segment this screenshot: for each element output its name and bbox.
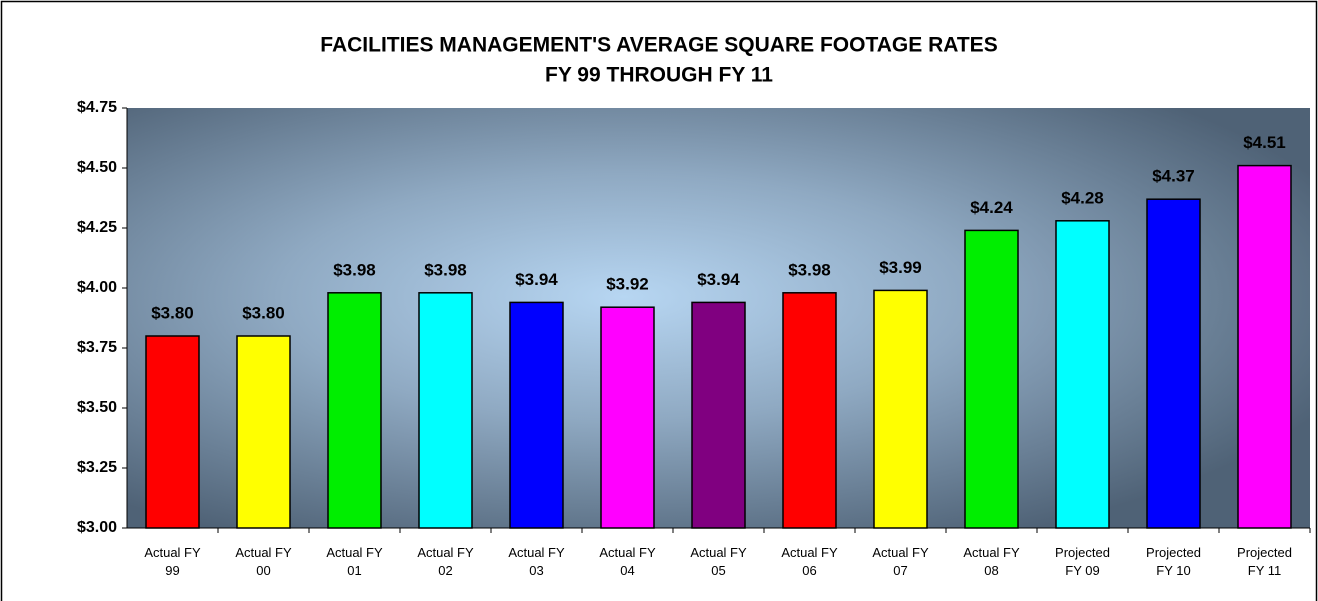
- bar: [964, 229, 1019, 529]
- y-tick-label: $3.00: [77, 519, 117, 536]
- x-tick-label: Projected FY 11: [1237, 545, 1292, 578]
- bar: [1055, 220, 1110, 529]
- x-tick-label: Actual FY 07: [872, 545, 929, 578]
- bar: [236, 335, 291, 529]
- value-label: $3.92: [606, 275, 649, 294]
- value-label: $3.80: [151, 303, 194, 322]
- x-tick-label: Actual FY 04: [599, 545, 656, 578]
- value-label: $3.98: [424, 260, 467, 279]
- bar: [418, 292, 473, 529]
- y-tick-label: $4.25: [77, 219, 117, 236]
- y-tick-label: $3.25: [77, 459, 117, 476]
- value-label: $3.99: [879, 258, 922, 277]
- x-tick-label: Projected FY 10: [1146, 545, 1201, 578]
- x-tick-label: Actual FY 05: [690, 545, 747, 578]
- x-tick-label: Actual FY 08: [963, 545, 1020, 578]
- bar: [782, 292, 837, 529]
- x-tick-label: Actual FY 00: [235, 545, 292, 578]
- y-tick-label: $4.75: [77, 99, 117, 116]
- y-tick-label: $3.50: [77, 399, 117, 416]
- x-tick-label: Actual FY 03: [508, 545, 565, 578]
- x-tick-label: Projected FY 09: [1055, 545, 1110, 578]
- x-tick-label: Actual FY 06: [781, 545, 838, 578]
- y-tick-label: $3.75: [77, 339, 117, 356]
- value-label: $3.98: [333, 260, 376, 279]
- x-tick-label: Actual FY 01: [326, 545, 383, 578]
- chart-title: FACILITIES MANAGEMENT'S AVERAGE SQUARE F…: [320, 34, 997, 57]
- x-tick-label: Actual FY 99: [144, 545, 201, 578]
- bar: [509, 301, 564, 529]
- chart-subtitle: FY 99 THROUGH FY 11: [545, 64, 773, 87]
- bar: [327, 292, 382, 529]
- value-label: $3.98: [788, 260, 831, 279]
- bar: [691, 301, 746, 529]
- y-tick-label: $4.50: [77, 159, 117, 176]
- bar: [1237, 164, 1292, 529]
- bar: [600, 306, 655, 529]
- value-label: $4.24: [970, 198, 1013, 217]
- value-label: $4.28: [1061, 188, 1104, 207]
- value-label: $4.37: [1152, 167, 1195, 186]
- bar: [873, 289, 928, 529]
- bar: [1146, 198, 1201, 529]
- value-label: $3.94: [515, 270, 558, 289]
- value-label: $3.94: [697, 270, 740, 289]
- bar: [145, 335, 200, 529]
- x-tick-label: Actual FY 02: [417, 545, 474, 578]
- y-tick-label: $4.00: [77, 279, 117, 296]
- value-label: $4.51: [1243, 133, 1286, 152]
- value-label: $3.80: [242, 303, 285, 322]
